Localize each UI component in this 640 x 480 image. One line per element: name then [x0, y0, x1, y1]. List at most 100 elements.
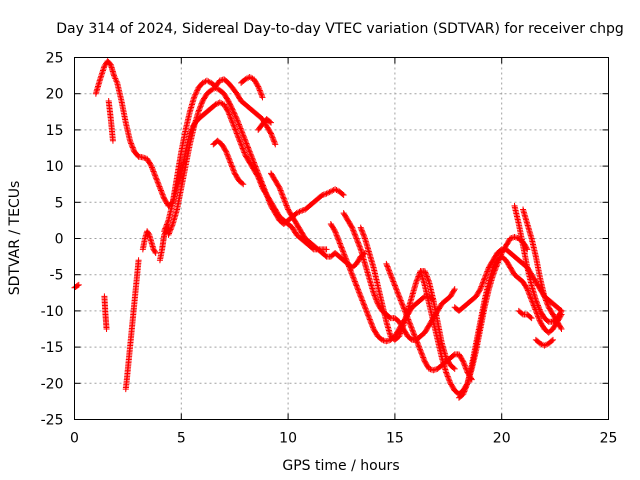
data-point [339, 245, 346, 252]
data-point [343, 258, 350, 265]
data-point [166, 229, 173, 236]
data-point [154, 178, 161, 185]
series-sat-f [139, 228, 159, 256]
data-point [246, 147, 253, 154]
data-point [145, 230, 152, 237]
data-point [356, 290, 363, 297]
data-point [326, 189, 333, 196]
data-point [232, 126, 239, 133]
data-point [235, 121, 242, 128]
data-point [230, 167, 237, 174]
data-point [209, 86, 216, 93]
data-point [342, 255, 349, 262]
data-point [482, 273, 489, 280]
data-point [359, 298, 366, 305]
data-point [557, 324, 564, 331]
data-point [195, 108, 202, 115]
data-point [445, 374, 452, 381]
data-point [259, 94, 266, 101]
data-point [391, 281, 398, 288]
data-point [557, 309, 564, 316]
series-sat-o [340, 210, 458, 343]
data-point [365, 313, 372, 320]
data-point [460, 358, 467, 365]
data-point [411, 332, 418, 339]
data-point [228, 116, 235, 123]
data-point [482, 272, 489, 279]
data-point [226, 156, 233, 163]
data-point [196, 106, 203, 113]
data-point [246, 148, 253, 155]
data-point [271, 140, 278, 147]
data-point [359, 228, 366, 235]
data-point [383, 262, 390, 269]
data-point [351, 231, 358, 238]
data-point [450, 364, 457, 371]
data-point [460, 389, 467, 396]
data-point [367, 317, 374, 324]
series-sat-j [255, 116, 275, 133]
data-point [534, 301, 541, 308]
data-point [327, 188, 334, 195]
x-tick-label: 0 [70, 431, 79, 447]
data-point [425, 277, 432, 284]
data-point [192, 91, 199, 98]
data-point [369, 323, 376, 330]
data-point [383, 260, 390, 267]
data-point [545, 302, 552, 309]
data-point [240, 133, 247, 140]
data-point [159, 190, 166, 197]
data-point [399, 325, 406, 332]
y-tick-label: 15 [46, 123, 64, 139]
data-point [234, 131, 241, 138]
data-point [480, 279, 487, 286]
data-point [538, 341, 545, 348]
data-point [371, 291, 378, 298]
data-point [347, 266, 354, 273]
data-point [196, 104, 203, 111]
data-point [260, 183, 267, 190]
data-point [205, 78, 212, 85]
data-point [237, 140, 244, 147]
data-point [462, 384, 469, 391]
data-point [237, 125, 244, 132]
data-point [421, 357, 428, 364]
data-point [537, 340, 544, 347]
data-point [232, 113, 239, 120]
data-point [386, 267, 393, 274]
data-point [267, 201, 274, 208]
data-point [225, 154, 232, 161]
data-point [198, 102, 205, 109]
data-point [253, 166, 260, 173]
data-point [397, 296, 404, 303]
data-point [368, 321, 375, 328]
data-point [226, 111, 233, 118]
series-sat-x [532, 336, 556, 349]
series-sat-n [327, 221, 437, 345]
series-sat-b [92, 58, 330, 253]
data-point [153, 175, 160, 182]
data-point [335, 236, 342, 243]
data-point [355, 239, 362, 246]
data-point [390, 278, 397, 285]
data-point [478, 283, 485, 290]
data-point [227, 115, 234, 122]
y-axis-title: SDTVAR / TECUs [7, 181, 23, 296]
data-point [359, 230, 366, 237]
data-point [238, 142, 245, 149]
data-point [264, 193, 271, 200]
data-point [536, 306, 543, 313]
data-point [479, 280, 486, 287]
data-point [413, 278, 420, 285]
data-point [201, 79, 208, 86]
data-point [256, 86, 263, 93]
data-point [168, 225, 175, 232]
data-point [237, 138, 244, 145]
data-point [128, 141, 135, 148]
data-point [255, 171, 262, 178]
data-point [362, 305, 369, 312]
data-point [366, 315, 373, 322]
data-point [524, 287, 531, 294]
data-point [159, 191, 166, 198]
